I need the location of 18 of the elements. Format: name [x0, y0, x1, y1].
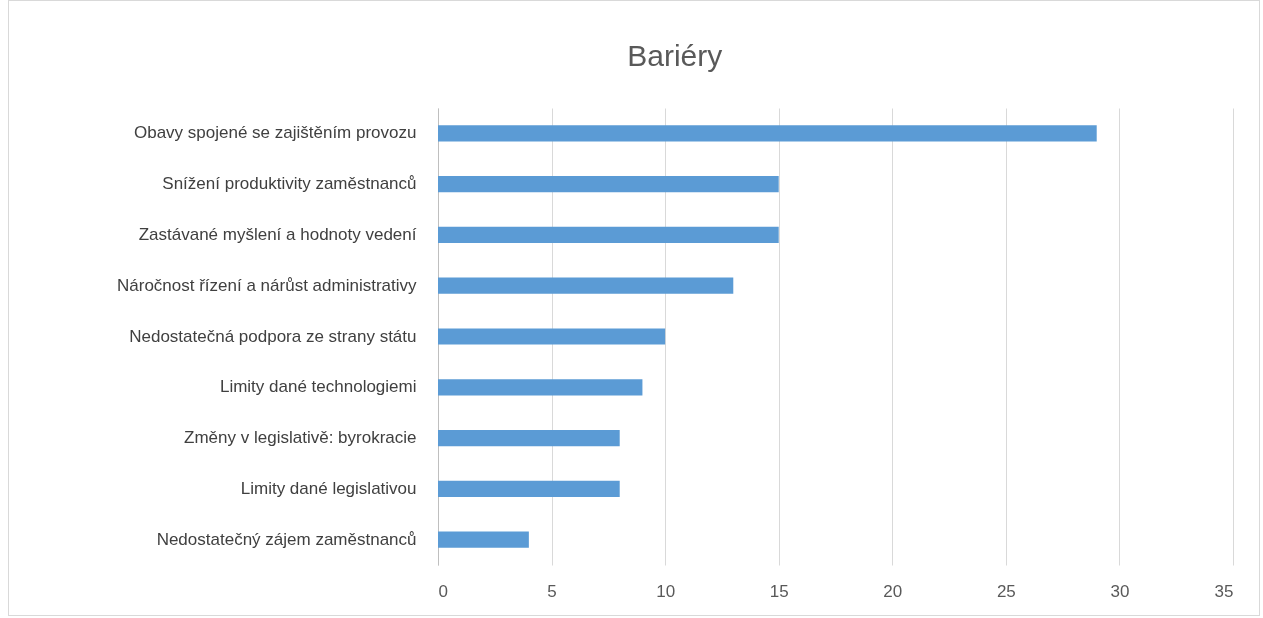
x-tick-label: 0: [438, 581, 448, 601]
y-tick-label: Limity dané legislativou: [240, 478, 417, 498]
x-tick-label: 25: [996, 581, 1016, 601]
y-tick-label: Snížení produktivity zaměstnanců: [162, 174, 417, 194]
x-tick-label: 20: [883, 581, 903, 601]
x-tick-label: 10: [656, 581, 676, 601]
y-tick-label: Náročnost řízení a nárůst administrativy: [116, 275, 417, 295]
x-tick-label: 30: [1110, 581, 1130, 601]
x-tick-label: 5: [547, 581, 557, 601]
y-tick-label: Zastávané myšlení a hodnoty vedení: [138, 224, 417, 244]
y-tick-label: Nedostatečná podpora ze strany státu: [129, 326, 417, 346]
y-tick-label: Nedostatečný zájem zaměstnanců: [156, 529, 417, 549]
y-tick-label: Změny v legislativě: byrokracie: [184, 428, 417, 448]
chart-title: Bariéry: [627, 39, 723, 72]
x-tick-label: 15: [769, 581, 789, 601]
y-tick-label: Limity dané technologiemi: [219, 377, 417, 397]
x-tick-label: 35: [1214, 581, 1234, 601]
y-tick-label: Obavy spojené se zajištěním provozu: [133, 123, 417, 143]
